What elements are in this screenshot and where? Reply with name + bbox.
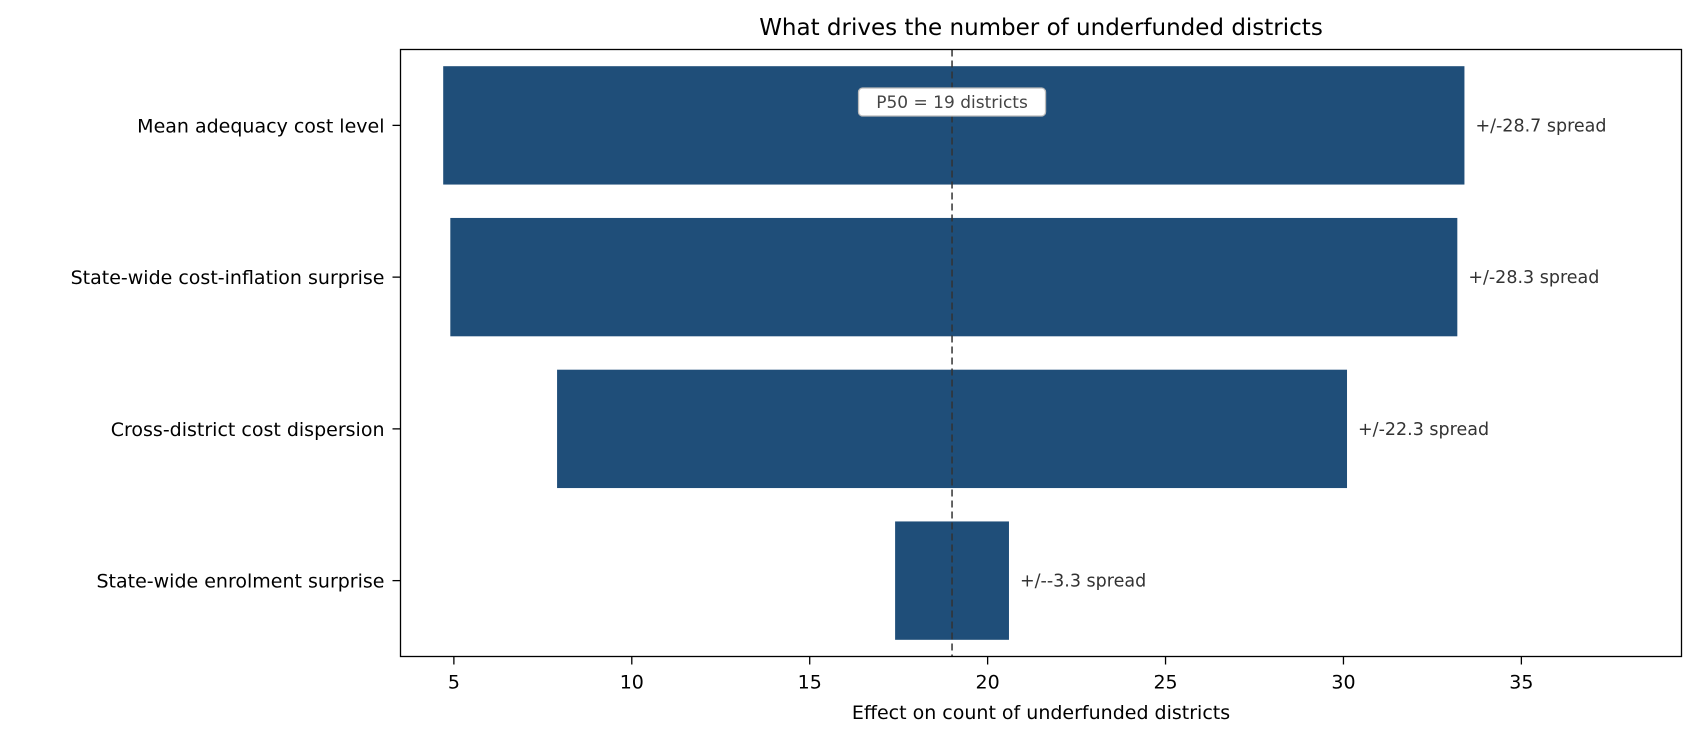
bar-1 xyxy=(450,217,1458,337)
x-axis: 5 10 15 20 25 30 35 xyxy=(448,656,1533,694)
bar-value-label-0: +/-28.7 spread xyxy=(1475,116,1606,136)
x-tick-label-2: 15 xyxy=(798,672,822,694)
y-tick-label-3: State-wide enrolment surprise xyxy=(96,571,384,593)
bar-0 xyxy=(443,66,1465,185)
x-axis-label: Effect on count of underfunded districts xyxy=(852,702,1230,724)
reference-line-layer: P50 = 19 districts xyxy=(857,49,1047,657)
x-tick-label-4: 25 xyxy=(1153,672,1177,694)
reference-label: P50 = 19 districts xyxy=(876,93,1028,113)
reference-label-box xyxy=(857,87,1047,117)
y-tick-label-0: Mean adequacy cost level xyxy=(137,115,384,137)
plot-frame xyxy=(399,48,1683,658)
y-axis: Mean adequacy cost level State-wide cost-… xyxy=(71,115,401,593)
x-tick-label-5: 30 xyxy=(1331,672,1355,694)
bar-value-label-3: +/--3.3 spread xyxy=(1020,572,1146,592)
bar-value-label-1: +/-28.3 spread xyxy=(1468,268,1599,288)
x-tick-label-0: 5 xyxy=(448,672,460,694)
y-tick-label-1: State-wide cost-inflation surprise xyxy=(71,267,385,289)
x-tick-label-6: 35 xyxy=(1509,672,1533,694)
bar-labels-layer: +/-28.7 spread +/-28.3 spread +/-22.3 spre… xyxy=(1020,116,1607,591)
bars-layer xyxy=(443,66,1465,640)
x-tick-label-1: 10 xyxy=(620,672,644,694)
bar-value-label-2: +/-22.3 spread xyxy=(1358,420,1489,440)
x-tick-label-3: 20 xyxy=(976,672,1000,694)
chart-title: What drives the number of underfunded di… xyxy=(759,15,1323,41)
y-tick-label-2: Cross-district cost dispersion xyxy=(111,419,385,441)
